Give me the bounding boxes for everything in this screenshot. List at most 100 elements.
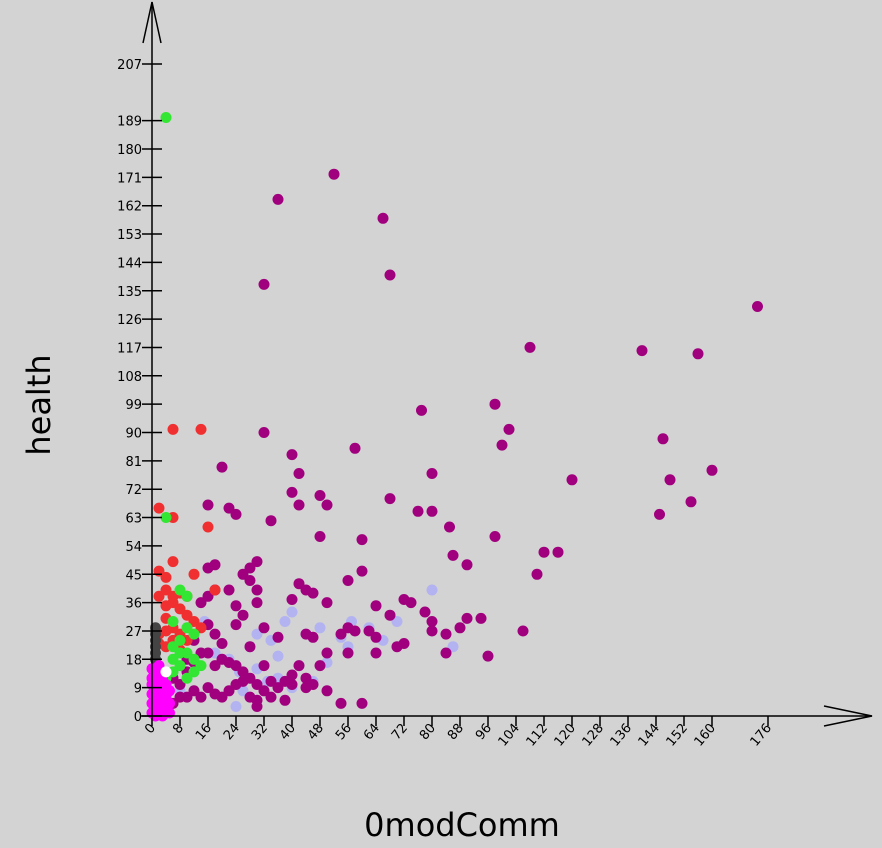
data-point xyxy=(181,590,193,602)
y-tick-label: 135 xyxy=(117,285,142,300)
data-point xyxy=(188,616,200,627)
data-point xyxy=(167,641,179,653)
data-point xyxy=(524,341,536,353)
data-point xyxy=(664,474,676,486)
y-tick-label: 81 xyxy=(125,455,142,470)
data-point xyxy=(188,666,200,678)
data-point xyxy=(174,647,186,659)
data-point xyxy=(223,502,235,514)
data-point xyxy=(230,660,242,672)
data-point xyxy=(164,685,175,697)
data-point xyxy=(419,606,431,618)
data-point xyxy=(398,638,410,649)
data-point xyxy=(258,622,270,634)
data-point xyxy=(342,622,354,634)
data-point xyxy=(293,578,305,590)
data-point xyxy=(279,694,291,706)
y-tick-label: 0 xyxy=(134,710,142,725)
data-point xyxy=(552,546,564,558)
data-point xyxy=(706,464,718,476)
data-point xyxy=(447,549,459,561)
data-point xyxy=(251,584,263,596)
y-tick-label: 189 xyxy=(117,115,142,130)
y-tick-label: 36 xyxy=(125,597,142,612)
data-point xyxy=(426,468,438,479)
y-tick-label: 27 xyxy=(125,625,142,640)
data-point xyxy=(272,193,284,205)
data-point xyxy=(384,609,396,621)
data-point xyxy=(195,622,207,634)
data-point xyxy=(286,486,298,498)
data-point xyxy=(202,647,214,659)
data-point xyxy=(160,112,172,123)
data-point xyxy=(153,502,165,514)
data-point xyxy=(444,521,455,533)
data-point xyxy=(363,625,375,637)
x-tick-label: 80 xyxy=(417,721,439,743)
data-point xyxy=(293,468,305,479)
data-point xyxy=(496,439,508,451)
x-tick-label: 40 xyxy=(277,721,299,743)
data-point xyxy=(230,619,242,631)
data-point xyxy=(202,682,214,694)
x-tick-label: 72 xyxy=(389,721,411,743)
x-tick-label: 64 xyxy=(361,721,383,743)
x-tick-label: 24 xyxy=(221,721,243,743)
data-point xyxy=(181,672,193,684)
data-point xyxy=(342,575,354,586)
data-point xyxy=(181,622,193,634)
data-point xyxy=(321,499,333,511)
data-point xyxy=(370,631,382,643)
data-point xyxy=(237,675,249,687)
data-point xyxy=(174,603,186,615)
data-point xyxy=(202,521,214,533)
data-point xyxy=(454,622,466,634)
data-point xyxy=(391,616,403,627)
data-point xyxy=(356,697,368,709)
data-point xyxy=(752,301,763,312)
points-layer xyxy=(146,112,763,722)
data-point xyxy=(286,594,298,605)
y-tick-label: 18 xyxy=(125,653,142,668)
data-point xyxy=(517,625,529,637)
data-point xyxy=(160,512,172,523)
data-point xyxy=(314,531,326,542)
data-point xyxy=(195,597,207,609)
data-point xyxy=(461,559,473,571)
data-point xyxy=(188,653,200,665)
y-axis-title: health xyxy=(20,354,58,455)
data-point xyxy=(314,622,326,634)
data-point xyxy=(174,634,186,646)
y-tick-label: 207 xyxy=(117,58,142,73)
data-point xyxy=(258,660,270,672)
data-point xyxy=(181,691,193,703)
data-point xyxy=(342,647,354,659)
data-point xyxy=(314,660,326,672)
data-point xyxy=(654,508,665,520)
data-point xyxy=(244,562,256,574)
x-tick-label: 8 xyxy=(170,721,187,737)
data-point xyxy=(426,505,438,517)
x-tick-label: 104 xyxy=(496,721,523,750)
data-point xyxy=(153,590,165,602)
data-point xyxy=(174,679,186,690)
data-point xyxy=(503,423,515,435)
data-point xyxy=(685,496,697,508)
x-tick-label: 136 xyxy=(608,721,635,750)
data-point xyxy=(384,493,396,505)
data-point xyxy=(335,628,347,640)
data-point xyxy=(202,562,214,574)
data-point xyxy=(195,423,207,435)
data-point xyxy=(300,672,312,684)
y-tick-label: 54 xyxy=(125,540,142,555)
data-point xyxy=(265,691,277,703)
data-point xyxy=(188,685,200,697)
y-tick-label: 63 xyxy=(125,512,142,527)
data-point xyxy=(153,660,165,672)
data-point xyxy=(230,600,242,612)
data-point xyxy=(447,641,459,653)
x-tick-label: 120 xyxy=(552,721,579,750)
data-point xyxy=(286,679,298,690)
ticks: 0 9 18 27 36 45 54 63 72 81 90 99 108 117 126 135 144 153… xyxy=(117,58,775,750)
